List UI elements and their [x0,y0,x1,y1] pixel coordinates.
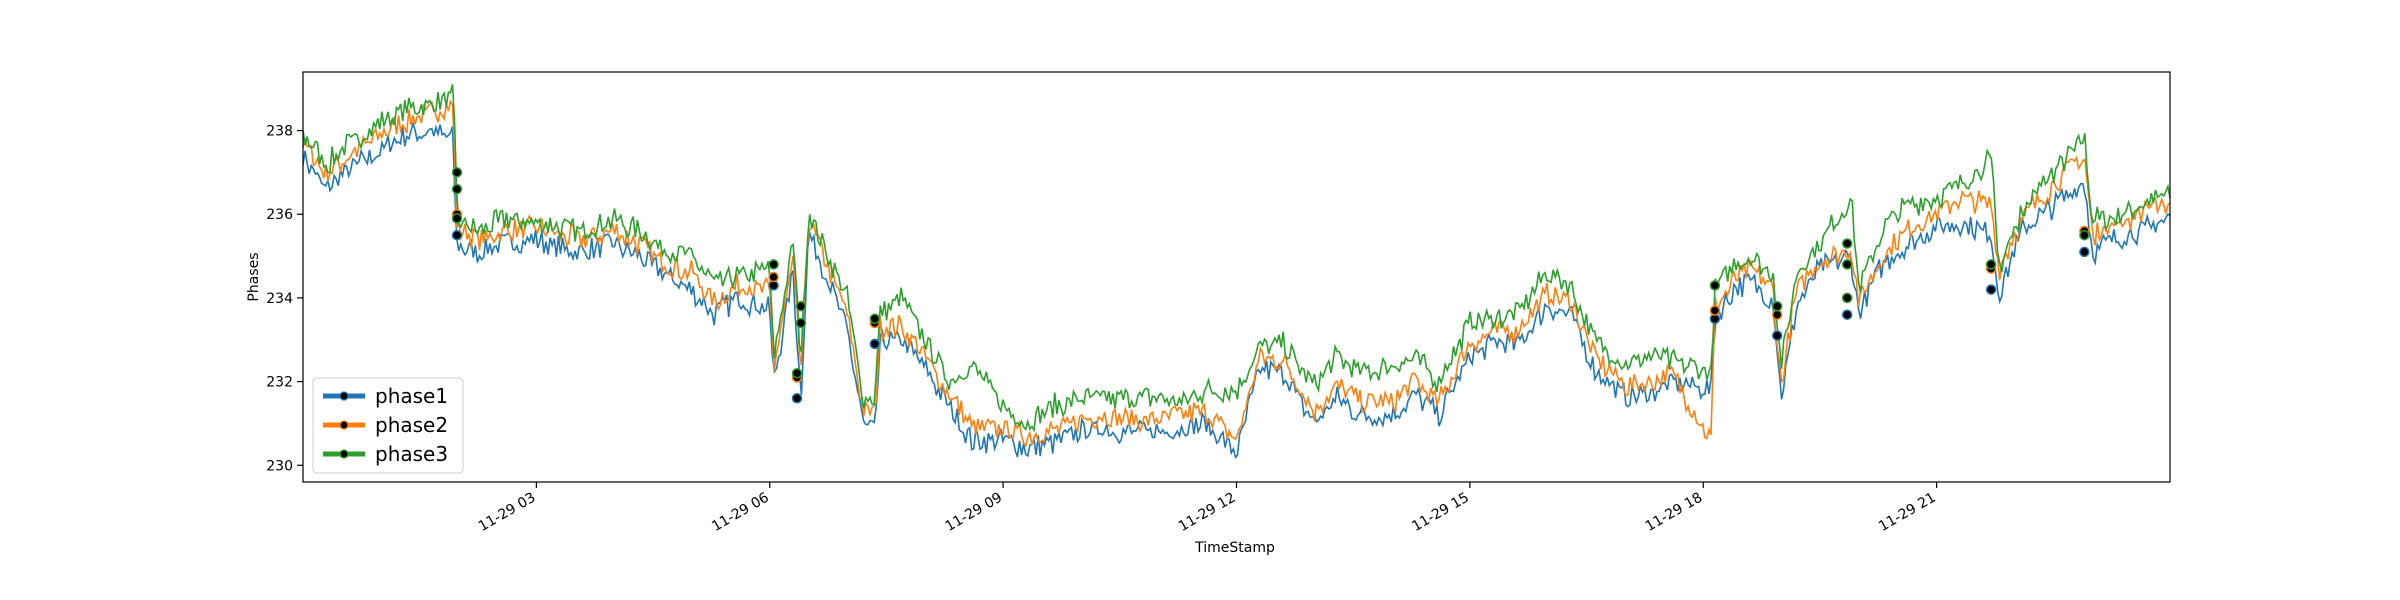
x-axis-title: TimeStamp [1194,540,1275,556]
anomaly-marker-phase3 [768,259,779,270]
anomaly-marker-phase1 [2079,246,2090,258]
anomaly-marker-phase3 [1841,292,1853,304]
anomaly-marker-phase3 [1771,301,1783,312]
anomaly-marker-phase3 [795,301,807,312]
anomaly-marker-phase1 [869,338,881,350]
legend-label-phase2: phase2 [375,413,448,437]
anomaly-marker-phase3 [1841,259,1853,270]
anomaly-marker-phase1 [791,393,803,404]
y-axis: 230 232 234 236 238 [266,124,303,474]
anomaly-marker-phase2 [1709,305,1721,316]
legend-marker-phase3 [339,449,349,459]
y-axis-title: Phases [246,252,262,301]
anomaly-marker-phase3 [451,213,463,224]
anomaly-marker-phase3 [869,313,881,325]
anomaly-marker-phase2 [1771,309,1783,320]
anomaly-marker-phase1 [1841,309,1853,320]
legend: phase1 phase2 phase3 [312,377,464,474]
legend-marker-phase2 [339,420,349,430]
y-tick-label: 238 [266,124,293,140]
legend-label-phase1: phase1 [375,384,448,408]
series-layer [302,84,2171,459]
anomaly-marker-phase1 [451,229,463,241]
y-tick-label: 232 [266,375,293,391]
anomaly-marker-phase2 [768,271,779,283]
anomaly-marker-phase3 [451,183,463,195]
anomaly-marker-phase1 [1771,330,1783,341]
anomaly-marker-phase3 [795,317,807,329]
y-tick-label: 236 [266,207,293,223]
series-line-phase2 [302,99,2171,448]
anomaly-marker-phase3 [1841,238,1853,249]
legend-box [312,377,464,474]
anomaly-marker-phase3 [1985,259,1997,270]
y-tick-label: 230 [266,458,293,474]
y-tick-label: 234 [266,291,293,307]
anomaly-marker-phase3 [451,167,463,178]
anomaly-marker-phase3 [791,367,803,379]
anomaly-marker-phase3 [1709,280,1721,291]
anomaly-marker-phase1 [1985,284,1997,295]
legend-label-phase3: phase3 [375,442,448,466]
marker-layer [451,167,2090,404]
series-line-phase3 [302,84,2171,433]
anomaly-marker-phase3 [2079,229,2090,241]
series-line-phase1 [302,120,2171,459]
legend-marker-phase1 [339,391,349,401]
